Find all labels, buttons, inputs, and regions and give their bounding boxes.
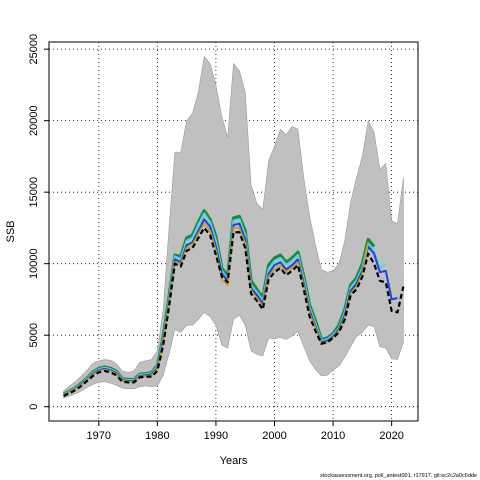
y-tick-label-0: 0 <box>28 404 40 410</box>
x-tick-label-1980: 1980 <box>145 430 169 442</box>
x-tick-label-2010: 2010 <box>321 430 345 442</box>
x-axis-title: Years <box>220 455 248 467</box>
y-tick-label-25000: 25000 <box>28 34 40 65</box>
series-line-black <box>63 226 405 397</box>
x-tick-label-2020: 2020 <box>379 430 403 442</box>
plot-frame <box>48 41 419 422</box>
x-tick-label-1990: 1990 <box>204 430 228 442</box>
x-tick-label-2000: 2000 <box>262 430 286 442</box>
y-tick-label-20000: 20000 <box>28 105 40 136</box>
y-tick-label-10000: 10000 <box>28 248 40 279</box>
footer-credit: stockassessment.org, poll_antest001, r17… <box>320 473 477 479</box>
y-axis-title: SSB <box>5 220 17 242</box>
x-tick-label-1970: 1970 <box>87 430 111 442</box>
series-lines-layer <box>62 209 405 397</box>
axes-layer: 1970 1980 1990 2000 2010 2020 0 5000 10000 15000 2… <box>28 34 404 442</box>
y-tick-label-5000: 5000 <box>28 323 40 347</box>
y-tick-label-15000: 15000 <box>28 177 40 208</box>
